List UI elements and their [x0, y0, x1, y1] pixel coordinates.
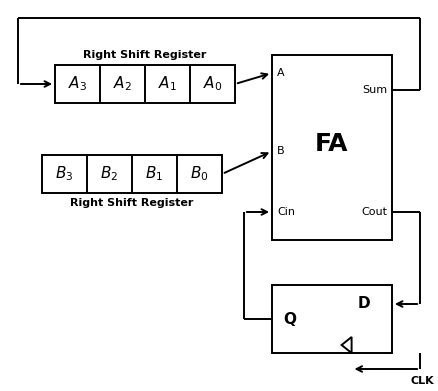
Text: $B_0$: $B_0$ [190, 165, 208, 183]
Text: Sum: Sum [361, 85, 386, 95]
Bar [55, 65, 234, 103]
Text: Cout: Cout [360, 207, 386, 217]
Text: Right Shift Register: Right Shift Register [83, 50, 206, 60]
Text: $B_1$: $B_1$ [145, 165, 163, 183]
Text: Q: Q [283, 312, 296, 326]
Text: A: A [276, 68, 284, 78]
Text: Cin: Cin [276, 207, 294, 217]
Text: $A_2$: $A_2$ [113, 75, 132, 93]
Text: $B_2$: $B_2$ [100, 165, 118, 183]
Bar [42, 155, 222, 193]
Text: $A_0$: $A_0$ [202, 75, 222, 93]
Text: B: B [276, 146, 284, 156]
Text: $B_3$: $B_3$ [55, 165, 74, 183]
Text: Right Shift Register: Right Shift Register [70, 198, 193, 208]
Bar [272, 55, 391, 240]
Text: CLK: CLK [410, 376, 433, 386]
Text: D: D [357, 296, 370, 312]
Text: $A_3$: $A_3$ [68, 75, 87, 93]
Bar [272, 285, 391, 353]
Text: $A_1$: $A_1$ [158, 75, 177, 93]
Text: FA: FA [314, 132, 348, 156]
